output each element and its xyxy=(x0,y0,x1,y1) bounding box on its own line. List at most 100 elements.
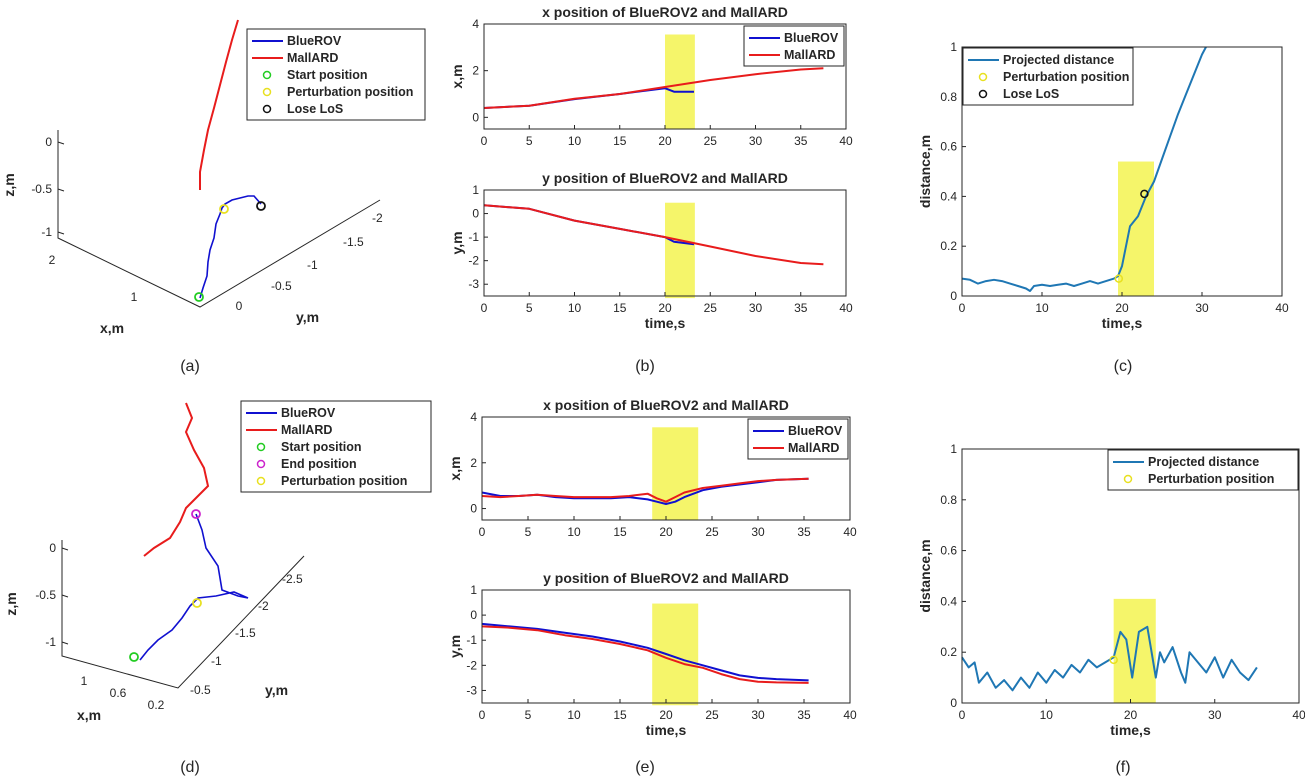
chart-3d-d: 0 -0.5 -1 1 0.6 0.2 -2.5 -2-1.5 -1 -0.5 x,m y,m z,m B… xyxy=(3,400,432,723)
x-tick-label: 0.2 xyxy=(148,698,165,712)
chart-3d-d-legend-marker xyxy=(256,476,266,486)
x-tick-label: 35 xyxy=(794,301,808,315)
chart-3d-a-legend-label: BlueROV xyxy=(287,34,342,48)
trajectory-mallard xyxy=(143,402,210,557)
chart-c-legend-marker xyxy=(978,72,988,82)
y-axis-label: x,m xyxy=(449,64,465,88)
x-tick-label: 10 xyxy=(568,301,582,315)
z-axis-label: z,m xyxy=(3,592,19,615)
chart-3d-d-legend-label: MallARD xyxy=(281,423,332,437)
y-tick-label: 2 xyxy=(470,456,477,470)
chart-title: x position of BlueROV2 and MallARD xyxy=(542,4,788,20)
trajectory-bluerov xyxy=(139,513,249,661)
y-tick-label: 0.4 xyxy=(940,594,957,608)
y-tick-label: -1 xyxy=(468,230,479,244)
z-tick-label: 0 xyxy=(45,135,52,149)
z-tick-label: -0.5 xyxy=(35,588,56,602)
y-tick-label: 0 xyxy=(472,110,479,124)
y-tick-label: -2.5 xyxy=(282,572,303,586)
y-tick-label: 0 xyxy=(472,207,479,221)
chart-3d-a-legend-marker xyxy=(262,104,272,114)
panel-caption: (d) xyxy=(180,759,200,776)
y-tick-label: 4 xyxy=(470,410,477,424)
chart-f-legend-label: Projected distance xyxy=(1148,455,1259,469)
y-tick-label: 0 xyxy=(950,289,957,303)
z-axis-label: z,m xyxy=(1,173,17,196)
z-tick-mark xyxy=(61,547,69,551)
x-tick-label: 5 xyxy=(525,708,532,722)
chart-3d-a-legend-marker xyxy=(262,70,272,80)
y-tick-label: -2 xyxy=(468,254,479,268)
trajectory-marker xyxy=(256,201,266,211)
perturbation-window xyxy=(1118,161,1154,296)
x-tick-label: 15 xyxy=(613,301,627,315)
x-tick-label: 1 xyxy=(131,290,138,304)
x-tick-label: 20 xyxy=(658,134,672,148)
z-tick-mark xyxy=(57,231,65,235)
trajectory-marker xyxy=(191,509,201,519)
chart-3d-d-legend-label: Start position xyxy=(281,440,362,454)
x-tick-label: 40 xyxy=(843,708,857,722)
chart-title: y position of BlueROV2 and MallARD xyxy=(543,570,789,586)
panel-caption: (f) xyxy=(1115,759,1130,776)
chart-e-top-legend-label: MallARD xyxy=(788,441,839,455)
chart-3d-a-legend-label: Perturbation position xyxy=(287,85,413,99)
y-axis-label: y,m xyxy=(265,682,288,698)
chart-f-legend-marker xyxy=(1123,474,1133,484)
x-tick-label: 25 xyxy=(705,708,719,722)
x-tick-label: 15 xyxy=(613,134,627,148)
y-axis-label: y,m xyxy=(296,309,319,325)
marker-perturbation-position xyxy=(1114,274,1124,283)
z-tick-mark xyxy=(57,141,65,145)
perturbation-window xyxy=(1113,598,1156,703)
chart-3d-a-legend-marker xyxy=(262,87,272,97)
y-tick-label: -1.5 xyxy=(343,235,364,249)
y-tick-label: 1 xyxy=(472,183,479,197)
x-tick-label: 20 xyxy=(658,301,672,315)
x-tick-label: 35 xyxy=(797,525,811,539)
x-tick-label: 5 xyxy=(526,301,533,315)
series-line-bluerov xyxy=(483,204,695,246)
chart-f: 0 10 20 30 40 0 0.2 0.4 0.6 0.8 1 time,s distance,m P… xyxy=(917,442,1305,738)
panel-caption: (b) xyxy=(635,358,655,375)
y-axis-label: distance,m xyxy=(917,539,933,612)
x-axis-label: time,s xyxy=(1102,315,1143,331)
x-tick-label: 30 xyxy=(1208,708,1222,722)
y-tick-label: 0 xyxy=(950,696,957,710)
y-tick-label: -2 xyxy=(466,658,477,672)
x-tick-label: 15 xyxy=(613,708,627,722)
y-tick-label: -1 xyxy=(466,633,477,647)
chart-c-legend-label: Lose LoS xyxy=(1003,87,1059,101)
z-tick-label: 0 xyxy=(49,541,56,555)
x-tick-label: 30 xyxy=(751,708,765,722)
series-line-mallard xyxy=(483,204,824,266)
x-tick-label: 25 xyxy=(705,525,719,539)
chart-3d-a-legend-label: Start position xyxy=(287,68,368,82)
trajectory-mallard xyxy=(199,19,239,190)
perturbation-window xyxy=(665,34,695,129)
series-line-bluerov xyxy=(481,477,809,505)
y-axis-label: x,m xyxy=(447,456,463,480)
y-tick-label: 0.2 xyxy=(940,645,957,659)
x-tick-label: 20 xyxy=(1124,708,1138,722)
y-axis-label: y,m xyxy=(449,231,465,254)
z-tick-mark xyxy=(61,594,69,598)
trajectory-marker xyxy=(194,292,204,302)
chart-title: y position of BlueROV2 and MallARD xyxy=(542,170,788,186)
x-tick-label: 30 xyxy=(749,134,763,148)
x-tick-label: 0.6 xyxy=(110,686,127,700)
axis-3d-lines xyxy=(61,540,305,689)
y-tick-label: -0.5 xyxy=(271,279,292,293)
chart-f-legend-label: Perturbation position xyxy=(1148,472,1274,486)
chart-3d-d-legend-label: BlueROV xyxy=(281,406,336,420)
series-line-mallard xyxy=(481,477,809,503)
x-tick-label: 15 xyxy=(613,525,627,539)
z-tick-label: -0.5 xyxy=(31,182,52,196)
trajectory-bluerov xyxy=(199,195,262,299)
series-line-projected-distance xyxy=(961,625,1258,692)
x-tick-label: 40 xyxy=(839,301,853,315)
y-tick-label: 1 xyxy=(950,442,957,456)
